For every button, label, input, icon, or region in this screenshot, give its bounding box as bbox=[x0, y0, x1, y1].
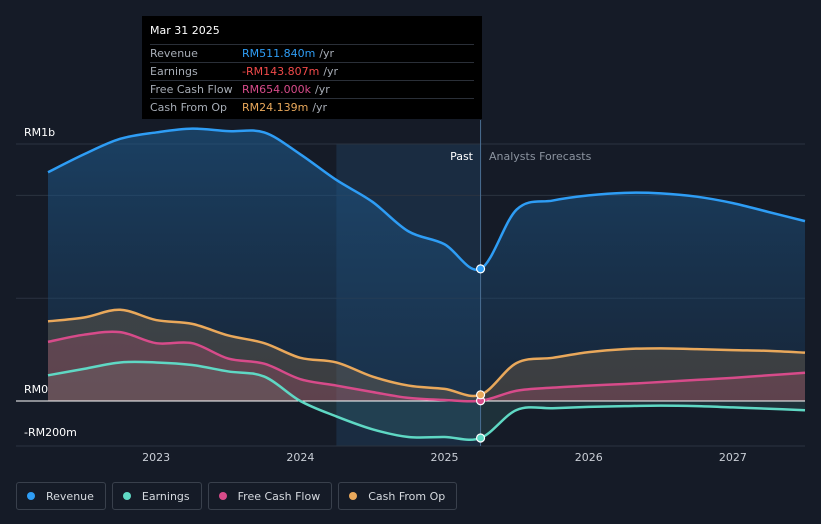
y-tick-label-bottom: -RM200m bbox=[24, 426, 77, 439]
cash-from-op-marker bbox=[475, 390, 486, 400]
tooltip-row-value: RM511.840m bbox=[242, 47, 316, 60]
tooltip-row-unit: /yr bbox=[312, 101, 328, 114]
cash-from-op-area bbox=[48, 309, 805, 401]
tooltip-row: Earnings -RM143.807m/yr bbox=[150, 62, 474, 80]
cash-from-op-line bbox=[47, 308, 806, 398]
x-axis-ticks: 2023 2024 2025 2026 2027 bbox=[142, 451, 747, 464]
tooltip-row-label: Earnings bbox=[150, 65, 198, 78]
tooltip-row: Free Cash Flow RM654.000k/yr bbox=[150, 80, 474, 98]
legend-dot-icon bbox=[27, 492, 35, 500]
tooltip-row-value: -RM143.807m bbox=[242, 65, 320, 78]
tooltip-row-value: RM24.139m bbox=[242, 101, 309, 114]
tooltip-row-label: Revenue bbox=[150, 47, 198, 60]
free-cash-flow-area bbox=[48, 331, 805, 402]
revenue-area bbox=[48, 128, 805, 402]
legend-dot-icon bbox=[218, 492, 227, 500]
legend-dot-icon bbox=[349, 492, 358, 500]
earnings-area bbox=[48, 361, 805, 440]
y-tick-label-top: RM1b bbox=[24, 126, 55, 139]
legend-label: Earnings bbox=[141, 489, 190, 503]
series-lines bbox=[47, 127, 806, 442]
tooltip-row-unit: /yr bbox=[315, 83, 330, 96]
x-tick-label: 2023 bbox=[142, 451, 170, 464]
earnings-line bbox=[47, 360, 806, 442]
tooltip-row-unit: /yr bbox=[323, 65, 339, 78]
tooltip-row-unit: /yr bbox=[319, 47, 335, 60]
data-tooltip: Mar 31 2025 Revenue RM511.840m/yr Earnings… bbox=[142, 16, 482, 119]
forecast-label: Analysts Forecasts bbox=[489, 150, 592, 163]
legend-label: Revenue bbox=[46, 489, 94, 503]
legend-label: Cash From Op bbox=[368, 489, 446, 503]
legend-item-cash-from-op[interactable]: Cash From Op bbox=[338, 482, 458, 510]
revenue-marker bbox=[475, 264, 486, 274]
tooltip-markers bbox=[475, 264, 486, 443]
legend: Revenue Earnings Free Cash Flow Cash From O… bbox=[16, 482, 458, 510]
tooltip-row-value: RM654.000k bbox=[242, 83, 311, 96]
tooltip-date: Mar 31 2025 bbox=[150, 24, 220, 37]
tooltip-row: Cash From Op RM24.139m/yr bbox=[150, 98, 474, 116]
legend-label: Free Cash Flow bbox=[237, 489, 321, 503]
past-label: Past bbox=[450, 150, 474, 163]
y-tick-label-zero: RM0 bbox=[24, 383, 48, 396]
x-tick-label: 2025 bbox=[431, 451, 459, 464]
legend-item-revenue[interactable]: Revenue bbox=[16, 482, 106, 510]
legend-dot-icon bbox=[122, 492, 131, 500]
legend-item-earnings[interactable]: Earnings bbox=[111, 482, 202, 510]
x-tick-label: 2027 bbox=[719, 451, 747, 464]
x-tick-label: 2026 bbox=[575, 451, 603, 464]
tooltip-row: Revenue RM511.840m/yr bbox=[150, 44, 474, 62]
earnings-marker bbox=[475, 433, 486, 443]
free-cash-flow-line bbox=[47, 330, 806, 403]
legend-item-free-cash-flow[interactable]: Free Cash Flow bbox=[207, 482, 333, 510]
revenue-line bbox=[47, 127, 806, 271]
x-tick-label: 2024 bbox=[286, 451, 314, 464]
tooltip-row-label: Free Cash Flow bbox=[150, 83, 233, 96]
series-areas bbox=[48, 128, 805, 440]
tooltip-row-label: Cash From Op bbox=[150, 101, 228, 114]
